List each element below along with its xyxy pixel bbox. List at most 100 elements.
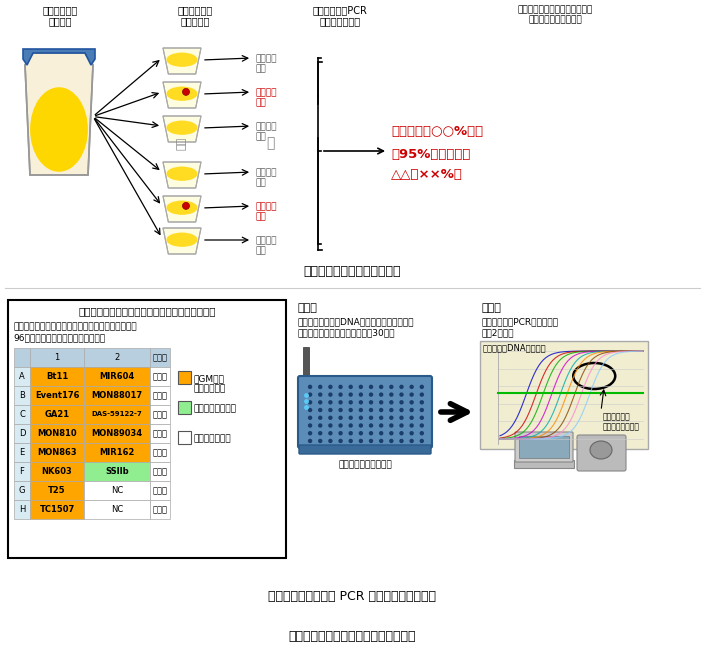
FancyBboxPatch shape: [299, 445, 431, 454]
Circle shape: [359, 400, 363, 405]
Circle shape: [369, 385, 373, 389]
Bar: [14, 424, 30, 443]
Text: A: A: [19, 372, 25, 381]
Circle shape: [379, 393, 384, 397]
Bar: [14, 500, 30, 519]
Bar: [150, 500, 170, 519]
Bar: [84, 405, 150, 424]
Circle shape: [359, 385, 363, 389]
Circle shape: [308, 423, 312, 427]
Bar: [150, 424, 170, 443]
Circle shape: [348, 423, 353, 427]
Circle shape: [348, 415, 353, 420]
Bar: [178, 401, 191, 414]
Circle shape: [389, 431, 393, 436]
Text: MON810: MON810: [37, 429, 77, 438]
Circle shape: [348, 385, 353, 389]
Text: ・・・: ・・・: [152, 448, 168, 457]
Circle shape: [379, 400, 384, 405]
Circle shape: [348, 439, 353, 443]
Bar: [14, 386, 30, 405]
Circle shape: [419, 408, 424, 412]
Circle shape: [318, 393, 322, 397]
Circle shape: [379, 431, 384, 436]
Circle shape: [329, 415, 333, 420]
Circle shape: [183, 88, 190, 95]
Circle shape: [359, 408, 363, 412]
Text: あらかじめアレイ分析用プレートを作製しておく: あらかじめアレイ分析用プレートを作製しておく: [78, 306, 216, 316]
Circle shape: [419, 431, 424, 436]
Text: トウモロコシ
分析試料: トウモロコシ 分析試料: [42, 5, 78, 27]
Bar: [30, 348, 84, 367]
Circle shape: [389, 439, 393, 443]
Circle shape: [329, 423, 333, 427]
Circle shape: [389, 415, 393, 420]
Circle shape: [379, 439, 384, 443]
Circle shape: [410, 415, 414, 420]
Bar: [84, 443, 150, 462]
Text: F: F: [20, 467, 25, 476]
Text: ・・・: ・・・: [152, 372, 168, 381]
Text: △△～××%）: △△～××%）: [391, 168, 463, 181]
Text: リアルタイムPCR装置で分析: リアルタイムPCR装置で分析: [482, 317, 559, 326]
Text: MON863: MON863: [37, 448, 77, 457]
Bar: [519, 436, 569, 458]
Text: NK603: NK603: [42, 467, 73, 476]
Circle shape: [379, 423, 384, 427]
Circle shape: [308, 431, 312, 436]
Circle shape: [410, 385, 414, 389]
Circle shape: [318, 408, 322, 412]
Circle shape: [348, 408, 353, 412]
Text: ・・・: ・・・: [152, 429, 168, 438]
Text: H: H: [19, 505, 25, 514]
Text: MIR604: MIR604: [99, 372, 135, 381]
Text: 図２　リアルタイム PCR アレイ法の分析手順: 図２ リアルタイム PCR アレイ法の分析手順: [268, 590, 436, 603]
Circle shape: [359, 415, 363, 420]
Ellipse shape: [30, 87, 88, 172]
Polygon shape: [163, 48, 201, 74]
Circle shape: [338, 408, 343, 412]
Bar: [150, 462, 170, 481]
Bar: [150, 348, 170, 367]
Circle shape: [338, 423, 343, 427]
Text: 組換え体
陰性: 組換え体 陰性: [255, 54, 276, 74]
Polygon shape: [163, 228, 201, 254]
Circle shape: [389, 385, 393, 389]
Bar: [30, 405, 84, 424]
Bar: [84, 348, 150, 367]
Polygon shape: [25, 53, 93, 175]
Bar: [14, 405, 30, 424]
Circle shape: [410, 439, 414, 443]
Text: 組換え体
陽性: 組換え体 陽性: [255, 202, 276, 221]
Bar: [30, 500, 84, 519]
Text: ・・: ・・: [177, 137, 187, 149]
Text: リアルタイムPCR
による定性分析: リアルタイムPCR による定性分析: [312, 5, 367, 27]
Text: 操作１: 操作１: [298, 303, 318, 313]
Text: 組換え体
陽性: 組換え体 陽性: [255, 88, 276, 107]
Circle shape: [338, 439, 343, 443]
Circle shape: [348, 431, 353, 436]
Ellipse shape: [166, 121, 197, 135]
Circle shape: [359, 393, 363, 397]
Circle shape: [379, 385, 384, 389]
Text: ：GM系統: ：GM系統: [194, 374, 225, 383]
Bar: [514, 460, 574, 468]
Circle shape: [379, 408, 384, 412]
Circle shape: [399, 393, 404, 397]
Text: TC1507: TC1507: [39, 505, 75, 514]
Circle shape: [329, 393, 333, 397]
Polygon shape: [163, 196, 201, 222]
Bar: [30, 424, 84, 443]
Circle shape: [308, 400, 312, 405]
Circle shape: [329, 431, 333, 436]
Bar: [84, 367, 150, 386]
Circle shape: [318, 431, 322, 436]
Circle shape: [369, 393, 373, 397]
Circle shape: [308, 393, 312, 397]
Circle shape: [318, 400, 322, 405]
Text: プレートの各ウェルに添加（約30分）: プレートの各ウェルに添加（約30分）: [298, 328, 396, 337]
Bar: [84, 462, 150, 481]
Circle shape: [338, 431, 343, 436]
Text: D: D: [19, 429, 25, 438]
Text: SSIIb: SSIIb: [105, 467, 129, 476]
